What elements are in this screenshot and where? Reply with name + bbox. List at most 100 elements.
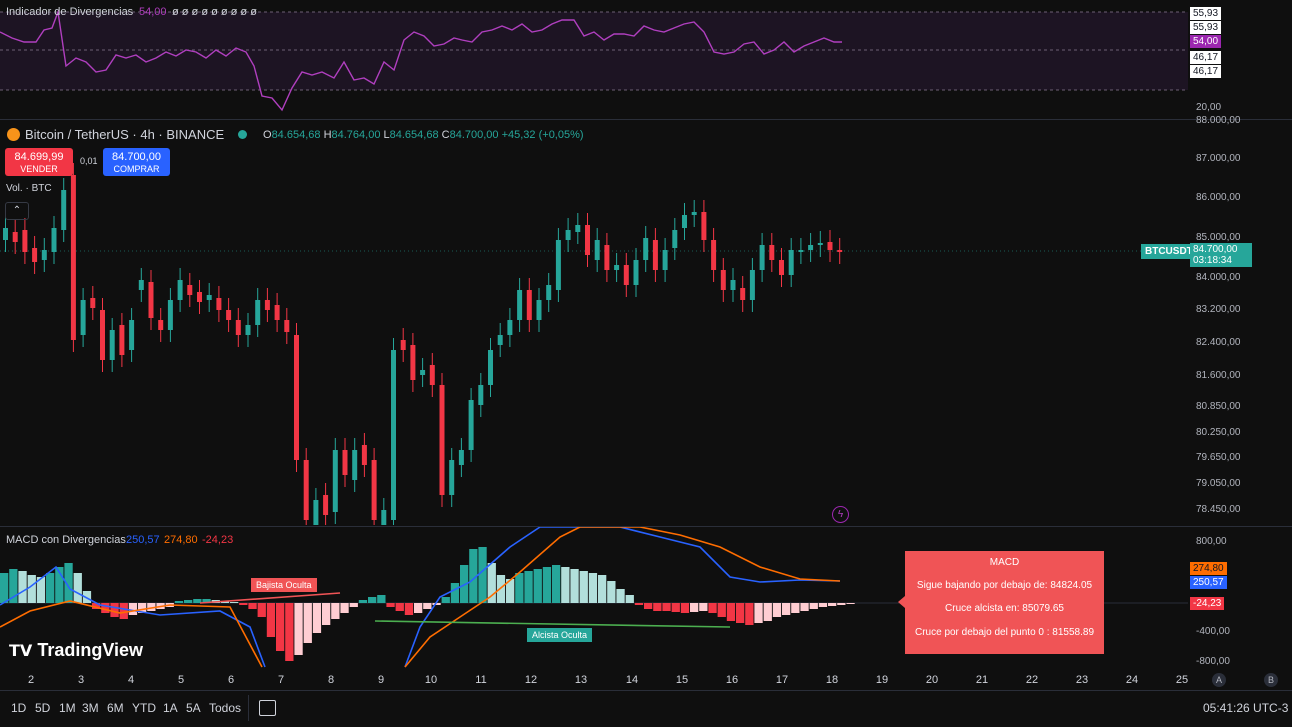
macd-histogram-bar <box>331 603 340 619</box>
macd-histogram-bar <box>147 603 156 611</box>
macd-histogram-bar <box>782 603 791 615</box>
market-status-icon[interactable] <box>238 130 247 139</box>
range-1d[interactable]: 1D <box>11 701 27 715</box>
candle-body <box>61 190 67 230</box>
ticker-label: BTCUSDT <box>1141 244 1197 259</box>
macd-histogram-bar <box>276 603 285 651</box>
tradingview-logo[interactable]: 𝗧𝗩 TradingView <box>9 640 144 660</box>
collapse-legend-button[interactable]: ⌃ <box>5 202 29 220</box>
candle-body <box>468 400 474 450</box>
candle-body <box>507 320 513 335</box>
log-scale-button[interactable]: B <box>1264 673 1278 687</box>
range-ytd[interactable]: YTD <box>132 701 156 715</box>
time-axis-label: 16 <box>725 674 739 686</box>
macd-histogram-bar <box>119 603 128 619</box>
last-price-box: 84.700,00 03:18:34 <box>1190 243 1252 267</box>
candle-body <box>565 230 571 240</box>
time-axis-label: 20 <box>925 674 939 686</box>
price-tick: 79.050,00 <box>1196 478 1241 489</box>
candle-body <box>158 320 164 330</box>
time-axis-label: 7 <box>277 674 285 686</box>
macd-histogram-bar <box>469 549 478 603</box>
time-axis-label: 11 <box>475 674 487 686</box>
macd-value: 250,57 <box>126 534 160 546</box>
macd-histogram-bar <box>395 603 404 611</box>
candle-body <box>303 460 309 520</box>
lightning-icon[interactable]: ϟ <box>832 506 849 523</box>
time-axis[interactable]: 2 3 4 5 6 7 8 9 10 11 12 13 14 15 16 17 18 19 20 21 22 23 24 25 <box>0 670 1292 690</box>
macd-histogram-bar <box>248 603 257 609</box>
macd-line <box>0 565 266 668</box>
candle-body <box>410 345 416 380</box>
time-axis-label: 3 <box>77 674 85 686</box>
candle-body <box>730 280 736 290</box>
price-axis[interactable]: 88.000,00 87.000,00 86.000,00 85.000,00 … <box>1188 115 1292 525</box>
time-axis-label: 18 <box>825 674 839 686</box>
candle-body <box>167 300 173 330</box>
macd-histogram-bar <box>174 601 184 603</box>
range-todos[interactable]: Todos <box>209 701 242 715</box>
range-1m[interactable]: 1M <box>59 701 76 715</box>
macd-title: MACD con Divergencias <box>6 534 126 546</box>
candle-body <box>536 300 542 320</box>
macd-histogram-bar <box>73 573 82 603</box>
macd-histogram-bar <box>349 603 358 607</box>
range-3m[interactable]: 3M <box>82 701 99 715</box>
popup-line-1: Sigue bajando por debajo de: 84824.05 <box>916 580 1093 591</box>
candle-body <box>235 320 241 335</box>
candle-body <box>798 250 804 252</box>
macd-histogram-bar <box>754 603 763 623</box>
macd-histogram-bar <box>524 571 533 603</box>
macd-axis[interactable]: 800,00 -400,00 -800,00 274,80 250,57 -24… <box>1188 527 1292 670</box>
signal-value: 274,80 <box>164 534 198 546</box>
rsi-line <box>0 9 842 112</box>
bearish-divergence-line <box>199 592 341 604</box>
candle-body <box>226 310 232 320</box>
buy-button[interactable]: 84.700,00 COMPRAR <box>103 148 170 176</box>
macd-histogram-bar <box>598 575 607 603</box>
macd-histogram-bar <box>432 603 441 605</box>
candle-body <box>720 270 726 290</box>
macd-histogram-bar <box>671 603 680 612</box>
macd-histogram-bar <box>312 603 322 633</box>
time-axis-label: 4 <box>127 674 135 686</box>
rsi-value: 54,00 <box>139 6 167 18</box>
price-tick: 86.000,00 <box>1196 192 1241 203</box>
macd-pane[interactable]: MACD con Divergencias 250,57 274,80 -24,… <box>0 527 1188 670</box>
range-5a[interactable]: 5A <box>186 701 201 715</box>
candle-body <box>51 228 57 252</box>
range-6m[interactable]: 6M <box>107 701 124 715</box>
price-pane[interactable]: Bitcoin / TetherUS · 4h · BINANCE O84.65… <box>0 120 1197 525</box>
price-tick: 78.450,00 <box>1196 504 1241 515</box>
candle-body <box>517 290 523 320</box>
macd-histogram-bar <box>294 603 303 655</box>
calendar-icon[interactable] <box>259 700 276 716</box>
rsi-axis[interactable]: 55,93 55,93 54,00 46,17 46,17 20,00 <box>1188 0 1292 118</box>
candle-body <box>119 325 125 355</box>
candle-body <box>41 250 47 260</box>
macd-histogram-bar <box>460 565 469 603</box>
sell-button[interactable]: 84.699,99 VENDER <box>5 148 73 176</box>
time-axis-label: 23 <box>1075 674 1089 686</box>
macd-histogram-bar <box>303 603 312 643</box>
candle-body <box>245 325 251 335</box>
rsi-level-upper-2: 55,93 <box>1190 21 1222 34</box>
clock[interactable]: 05:41:26 UTC-3 <box>1203 701 1289 715</box>
candle-body <box>682 215 687 228</box>
pane-separator[interactable] <box>0 526 1292 527</box>
symbol-title[interactable]: Bitcoin / TetherUS · 4h · BINANCE <box>25 127 225 142</box>
rsi-pane[interactable]: Indicador de Divergencias 54,00 ø ø ø ø … <box>0 0 1188 118</box>
range-5d[interactable]: 5D <box>35 701 51 715</box>
auto-scale-button[interactable]: A <box>1212 673 1226 687</box>
candle-body <box>129 320 135 350</box>
candle-body <box>585 225 590 255</box>
pane-separator[interactable] <box>0 119 1292 120</box>
macd-histogram-bar <box>184 600 193 603</box>
macd-histogram-bar <box>579 571 588 603</box>
candle-body <box>255 300 261 325</box>
rsi-chart <box>0 9 1188 112</box>
macd-histogram-bar <box>699 603 708 611</box>
candle-body <box>313 500 319 525</box>
macd-tick: -800,00 <box>1196 656 1230 667</box>
range-1a[interactable]: 1A <box>163 701 178 715</box>
